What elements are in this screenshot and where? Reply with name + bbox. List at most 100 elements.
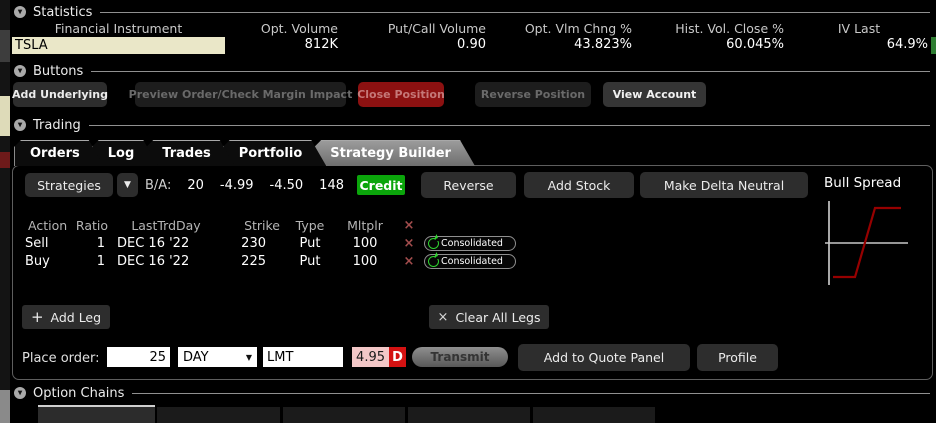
clear-all-legs-label: Clear All Legs	[455, 309, 541, 325]
legs-col-mltplr: Mltplr	[347, 217, 383, 233]
collapse-buttons-icon[interactable]: ▼	[14, 65, 26, 77]
remove-leg-icon[interactable]: ×	[403, 253, 415, 269]
leg-exchange-pill[interactable]: Consolidated	[424, 235, 522, 251]
remove-leg-icon[interactable]: ×	[403, 235, 415, 251]
statistics-section-label: Statistics	[33, 4, 93, 20]
order-type-input[interactable]	[263, 347, 343, 367]
col-iv-last[interactable]: IV Last	[837, 21, 881, 36]
legs-col-action: Action	[28, 217, 68, 233]
leg-action[interactable]: Sell	[25, 235, 49, 251]
strategies-button[interactable]: Strategies	[25, 173, 113, 197]
view-account-button[interactable]: View Account	[603, 82, 706, 107]
symbol-cell[interactable]: TSLA	[12, 37, 225, 54]
leg-mltplr[interactable]: 100	[352, 253, 378, 269]
option-chains-section-label: Option Chains	[33, 385, 125, 401]
limit-price-input[interactable]	[352, 347, 389, 367]
edge-fragment	[0, 390, 10, 423]
clear-icon: ×	[437, 309, 449, 325]
strategy-builder-panel	[12, 165, 933, 380]
hist-vol-close-value: 60.045%	[726, 37, 784, 52]
reverse-button[interactable]: Reverse	[421, 172, 516, 198]
place-order-label: Place order:	[22, 351, 100, 366]
option-chain-tab[interactable]	[283, 407, 405, 423]
ba-size-ask: 148	[319, 178, 344, 193]
chevron-down-icon: ▼	[124, 180, 131, 190]
ba-bid: -4.99	[219, 178, 254, 193]
leg-type[interactable]: Put	[299, 235, 321, 251]
leg-strike[interactable]: 225	[241, 253, 266, 269]
opt-vlm-chng-value: 43.823%	[574, 37, 632, 52]
clear-all-legs-button[interactable]: × Clear All Legs	[429, 305, 549, 329]
collapse-trading-icon[interactable]: ▼	[14, 119, 26, 131]
tif-value: DAY	[183, 349, 209, 365]
plus-icon: +	[30, 308, 44, 326]
preview-order-button[interactable]: Preview Order/Check Margin Impact	[129, 82, 352, 107]
ba-size-bid: 20	[187, 178, 204, 193]
reverse-position-button[interactable]: Reverse Position	[475, 82, 591, 107]
legs-col-remove-icon: ×	[403, 217, 415, 233]
iv-last-value: 64.9%	[886, 37, 928, 52]
opt-volume-value: 812K	[304, 37, 338, 52]
exchange-label: Consolidated	[441, 237, 503, 249]
legs-col-type: Type	[295, 217, 325, 233]
col-opt-volume[interactable]: Opt. Volume	[260, 21, 338, 36]
add-leg-button[interactable]: + Add Leg	[22, 305, 110, 329]
leg-ratio[interactable]: 1	[96, 235, 105, 251]
tab-log[interactable]: Log	[92, 140, 159, 166]
tab-trades[interactable]: Trades	[146, 140, 234, 166]
payoff-diagram	[825, 201, 908, 285]
add-to-quote-panel-button[interactable]: Add to Quote Panel	[518, 344, 690, 371]
strategies-dropdown-button[interactable]: ▼	[117, 173, 138, 197]
add-stock-button[interactable]: Add Stock	[524, 172, 634, 198]
make-delta-neutral-button[interactable]: Make Delta Neutral	[640, 172, 808, 198]
option-chain-tab[interactable]	[533, 407, 655, 423]
option-chain-tab[interactable]	[157, 407, 280, 423]
leg-action[interactable]: Buy	[25, 253, 50, 269]
disclosure-triangle-icon: ▼	[17, 121, 23, 129]
leg-ratio[interactable]: 1	[96, 253, 105, 269]
option-chain-tab[interactable]	[408, 407, 530, 423]
col-put-call-volume[interactable]: Put/Call Volume	[387, 21, 486, 36]
legs-table: Action Ratio LastTrdDay Strike Type Mltp…	[22, 216, 522, 270]
option-chain-tab[interactable]	[38, 405, 155, 423]
add-underlying-button[interactable]: Add Underlying	[12, 82, 108, 107]
leg-mltplr[interactable]: 100	[352, 235, 378, 251]
option-chains-section-header: ▼ Option Chains	[14, 385, 932, 401]
transmit-button[interactable]: Transmit	[412, 347, 508, 367]
add-leg-label: Add Leg	[50, 309, 102, 325]
leg-type[interactable]: Put	[299, 253, 321, 269]
collapse-option-chains-icon[interactable]: ▼	[14, 387, 26, 399]
legs-col-strike: Strike	[244, 217, 280, 233]
ba-label: B/A:	[145, 178, 172, 193]
buttons-section-label: Buttons	[33, 63, 84, 79]
tif-select[interactable]: DAY ▼	[178, 347, 257, 367]
close-position-button[interactable]: Close Position	[357, 82, 445, 107]
leg-strike[interactable]: 230	[241, 235, 266, 251]
disclosure-triangle-icon: ▼	[17, 8, 23, 16]
tab-orders[interactable]: Orders	[14, 140, 104, 166]
legs-col-lasttrdday: LastTrdDay	[131, 217, 201, 233]
col-opt-vlm-chng[interactable]: Opt. Vlm Chng %	[524, 21, 632, 36]
leg-lasttrdday[interactable]: DEC 16 '22	[117, 235, 190, 251]
collapse-statistics-icon[interactable]: ▼	[14, 6, 26, 18]
refresh-icon	[428, 254, 440, 267]
col-hist-vol-close[interactable]: Hist. Vol. Close %	[675, 21, 784, 36]
left-edge-panel-fragment	[0, 0, 10, 423]
leg-lasttrdday[interactable]: DEC 16 '22	[117, 253, 190, 269]
exchange-label: Consolidated	[441, 255, 503, 267]
statistics-section-header: ▼ Statistics	[14, 4, 932, 20]
section-divider-line	[132, 393, 930, 394]
trading-section-header: ▼ Trading	[14, 117, 932, 133]
profile-button[interactable]: Profile	[697, 344, 778, 371]
leg-exchange-pill[interactable]: Consolidated	[424, 253, 522, 269]
statistics-header-row: Financial Instrument Opt. Volume Put/Cal…	[12, 21, 936, 36]
col-financial-instrument[interactable]: Financial Instrument	[54, 21, 183, 36]
tab-strategy-builder[interactable]: Strategy Builder	[314, 140, 475, 166]
iv-last-tick-indicator	[931, 37, 936, 54]
statistics-data-row: TSLA 812K 0.90 43.823% 60.045% 64.9%	[12, 37, 936, 54]
trading-section-label: Trading	[33, 117, 81, 133]
refresh-icon	[428, 236, 440, 249]
quantity-input[interactable]	[107, 347, 170, 367]
tab-portfolio[interactable]: Portfolio	[223, 140, 327, 166]
